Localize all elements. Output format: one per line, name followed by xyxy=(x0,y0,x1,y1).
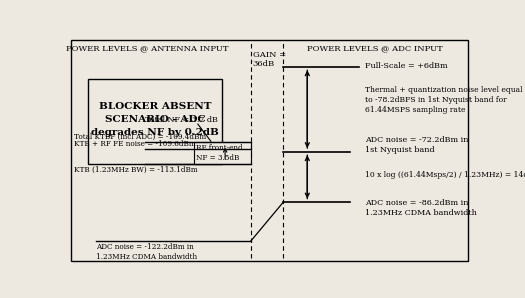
Text: Thermal + quantization noise level equal
to -78.2dBFS in 1st Nyquist band for
61: Thermal + quantization noise level equal… xyxy=(365,86,522,114)
Text: KTB (1.23MHz BW) = -113.1dBm: KTB (1.23MHz BW) = -113.1dBm xyxy=(74,165,197,173)
Text: BLOCKER ABSENT
SCENARIO - ADC
degrades NF by 0.2dB: BLOCKER ABSENT SCENARIO - ADC degrades N… xyxy=(91,102,219,137)
Text: 10 x log ((61.44Msps/2) / 1.23MHz) = 14dB: 10 x log ((61.44Msps/2) / 1.23MHz) = 14d… xyxy=(365,170,525,179)
Text: 36dB: 36dB xyxy=(253,60,275,68)
Text: GAIN =: GAIN = xyxy=(253,51,286,59)
Text: POWER LEVELS @ ANTENNA INPUT: POWER LEVELS @ ANTENNA INPUT xyxy=(66,44,228,52)
Text: ADC noise = -122.2dBm in
1.23MHz CDMA bandwidth: ADC noise = -122.2dBm in 1.23MHz CDMA ba… xyxy=(96,243,197,261)
Text: ADC noise = -72.2dBm in
1st Nyquist band: ADC noise = -72.2dBm in 1st Nyquist band xyxy=(365,136,468,154)
Text: KTB + RF FE noise = -109.6dBm: KTB + RF FE noise = -109.6dBm xyxy=(74,140,195,148)
FancyBboxPatch shape xyxy=(194,142,251,164)
Text: Full-Scale = +6dBm: Full-Scale = +6dBm xyxy=(365,62,447,70)
FancyBboxPatch shape xyxy=(88,79,222,164)
Text: Total NF = 3.7 dB: Total NF = 3.7 dB xyxy=(145,116,218,124)
Text: ADC noise = -86.2dBm in
1.23MHz CDMA bandwidth: ADC noise = -86.2dBm in 1.23MHz CDMA ban… xyxy=(365,199,477,217)
Text: POWER LEVELS @ ADC INPUT: POWER LEVELS @ ADC INPUT xyxy=(307,44,443,52)
Text: Total KTBF (incl ADC) = -109.4dBm: Total KTBF (incl ADC) = -109.4dBm xyxy=(74,133,206,141)
FancyBboxPatch shape xyxy=(70,40,468,261)
Text: RF front-end
NF = 3.5dB: RF front-end NF = 3.5dB xyxy=(196,145,243,162)
